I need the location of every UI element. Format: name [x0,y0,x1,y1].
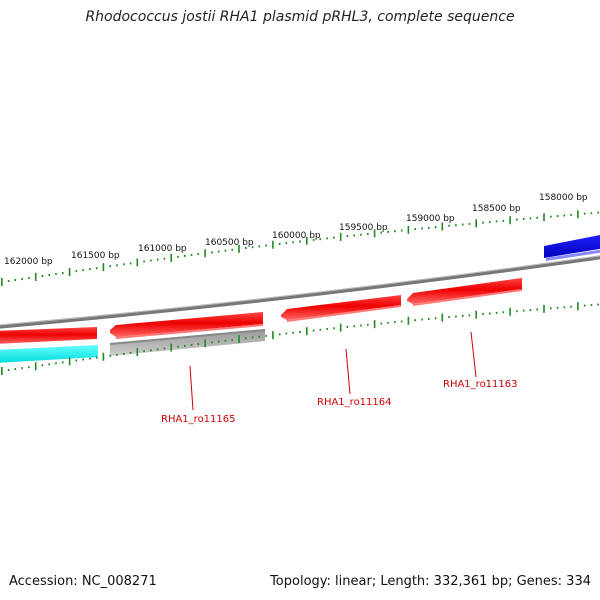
gene-label: RHA1_ro11164 [317,397,392,408]
blue-feature [544,234,600,258]
ruler-label: 162000 bp [4,257,53,267]
gene-arrow [407,278,522,304]
grey-feature-edge [110,329,265,345]
ruler-label: 159000 bp [406,214,455,224]
ruler-labels: 162000 bp 161500 bp 161000 bp 160500 bp … [4,193,588,267]
accession-text: Accession: NC_008271 [9,574,157,589]
gene-label: RHA1_ro11163 [443,379,518,390]
ruler-label: 159500 bp [339,223,388,233]
gene-arrow [0,327,97,344]
map-title: Rhodococcus jostii RHA1 plasmid pRHL3, c… [85,9,515,25]
gene-arrow [281,295,401,320]
ruler-label: 160500 bp [205,238,254,248]
ruler-label: 161500 bp [71,251,120,261]
gene-arrow-shade [116,324,263,339]
gene-arrow [110,312,263,337]
label-leader-line [189,365,194,411]
gene-arrow-shade [287,305,401,322]
ruler-label: 161000 bp [138,244,187,254]
gene-arrow-shade [413,289,522,306]
outer-ruler [0,210,600,286]
ruler-label: 160000 bp [272,231,321,241]
topology-summary: Topology: linear; Length: 332,361 bp; Ge… [270,574,591,589]
sequence-backbone-highlight [0,255,600,326]
gene-label: RHA1_ro11165 [161,414,236,425]
blue-feature-shadow [546,249,600,261]
sequence-backbone [0,255,600,329]
inner-ruler [0,302,600,375]
cyan-feature [0,345,98,363]
ruler-label: 158500 bp [472,204,521,214]
ruler-label: 158000 bp [539,193,588,203]
label-leader-line [345,348,351,395]
label-leader-line [470,331,477,378]
grey-feature [110,329,265,356]
